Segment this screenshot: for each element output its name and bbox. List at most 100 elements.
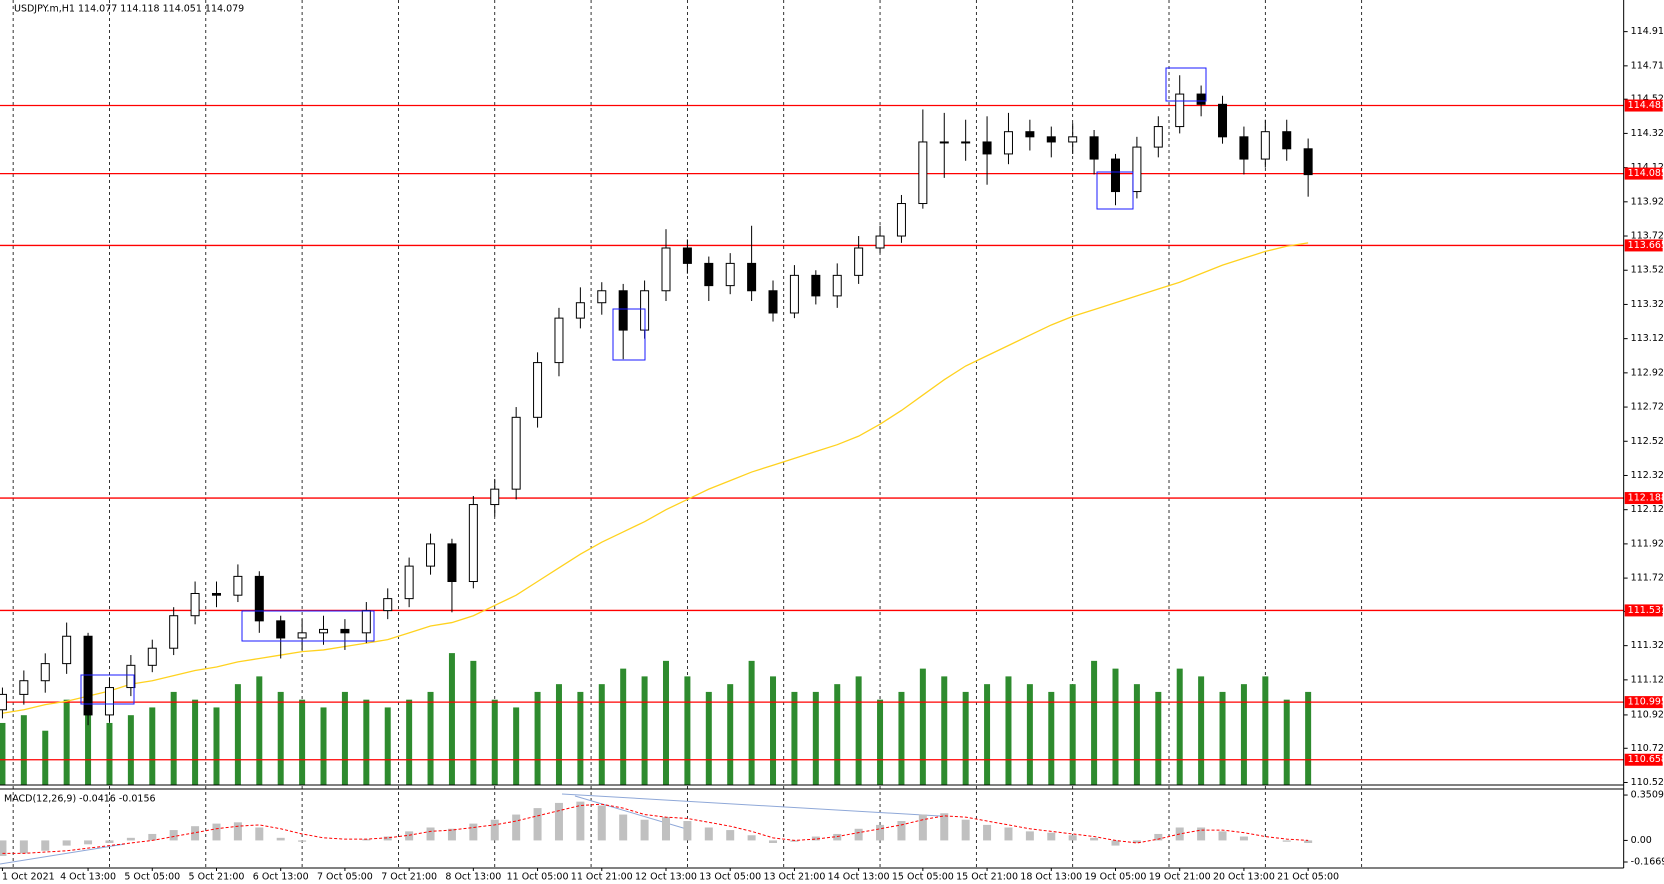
candle-body <box>725 262 735 287</box>
macd-title: MACD(12,26,9) -0.0416 -0.0156 <box>4 794 156 805</box>
macd-bar <box>940 813 949 841</box>
macd-bar <box>619 814 628 841</box>
macd-bar <box>640 819 649 841</box>
candle-body <box>554 317 564 364</box>
y-tick-label: 112.520 <box>1631 436 1664 447</box>
macd-layer <box>0 801 1313 856</box>
x-tick-label: 13 Oct 21:00 <box>763 872 825 883</box>
macd-bar <box>704 827 713 841</box>
macd-bar <box>1068 835 1077 841</box>
candle-body <box>1239 136 1249 160</box>
candle-body <box>490 488 500 506</box>
annotation-box <box>80 674 135 705</box>
annotation-box <box>612 308 646 361</box>
candle-body <box>789 274 799 314</box>
volume-bar <box>1262 676 1269 786</box>
volume-bar <box>727 684 734 786</box>
volume-bar <box>1283 699 1290 786</box>
macd-bar <box>1239 836 1248 841</box>
volume-bar <box>192 699 199 786</box>
macd-bar <box>983 824 992 841</box>
level-label-bg <box>1624 492 1663 505</box>
macd-bar <box>469 823 478 841</box>
y-tick-label: 110.725 <box>1631 743 1664 754</box>
macd-bar <box>961 819 970 841</box>
volume-bar <box>384 707 391 786</box>
moving-average <box>2 242 1309 714</box>
volume-bar <box>834 684 841 786</box>
macd-bar <box>298 840 307 842</box>
volume-bar <box>85 676 92 786</box>
volume-layer <box>0 653 1312 786</box>
x-tick-label: 15 Oct 21:00 <box>956 872 1018 883</box>
level-label: 110.995 <box>1628 697 1664 708</box>
x-tick-label: 11 Oct 05:00 <box>507 872 569 883</box>
x-tick-label: 13 Oct 05:00 <box>699 872 761 883</box>
x-tick-label: 7 Oct 05:00 <box>317 872 373 883</box>
candle-body <box>83 635 93 716</box>
macd-bar <box>576 801 585 841</box>
candle-body <box>276 620 286 639</box>
macd-bar <box>1090 837 1099 841</box>
macd-bar <box>1004 827 1013 841</box>
volume-bar <box>941 676 948 786</box>
volume-bar <box>0 722 6 786</box>
candle-body <box>682 247 692 264</box>
x-tick-label: 19 Oct 21:00 <box>1149 872 1211 883</box>
x-tick-label: 14 Oct 13:00 <box>828 872 890 883</box>
volume-bar <box>299 699 306 786</box>
macd-bar <box>554 802 563 841</box>
candle-body <box>1196 93 1206 105</box>
volume-bar <box>320 707 327 786</box>
macd-bar <box>533 808 542 841</box>
macd-bar <box>62 840 71 846</box>
macd-bar <box>212 823 221 841</box>
candle-body <box>618 290 628 331</box>
volume-bar <box>598 684 605 786</box>
macd-bar <box>105 840 114 844</box>
candle-body <box>811 274 821 297</box>
candle-body <box>1110 158 1120 193</box>
y-tick-label: 113.720 <box>1631 231 1664 242</box>
macd-bar <box>1282 840 1291 842</box>
divergence-line <box>561 793 941 817</box>
candle-body <box>875 235 885 249</box>
candle-body <box>1282 131 1292 150</box>
candle-body <box>361 610 371 634</box>
volume-bar <box>491 699 498 786</box>
macd-bar <box>726 830 735 841</box>
candle-body <box>533 362 543 418</box>
volume-bar <box>641 676 648 786</box>
macd-bar <box>683 821 692 841</box>
candle-body <box>1003 131 1013 155</box>
candle-body <box>832 274 842 297</box>
volume-bar <box>1112 668 1119 786</box>
macd-bar <box>1025 831 1034 841</box>
candle-body <box>19 680 29 695</box>
macd-bar <box>383 836 392 841</box>
volume-bar <box>20 715 27 786</box>
candle-body <box>597 290 607 304</box>
macd-bar <box>447 828 456 841</box>
y-tick-label: 111.720 <box>1631 573 1664 584</box>
x-tick-label: 20 Oct 13:00 <box>1213 872 1275 883</box>
candle-body <box>661 247 671 292</box>
candle-body <box>383 598 393 612</box>
volume-bar <box>149 707 156 786</box>
level-label-bg <box>1624 99 1663 112</box>
y-tick-label: 111.325 <box>1631 640 1664 651</box>
macd-y-tick-label: -0.1669 <box>1631 857 1664 868</box>
volume-bar <box>748 660 755 786</box>
volume-bar <box>213 707 220 786</box>
macd-bar <box>597 805 606 841</box>
volume-bar <box>898 691 905 786</box>
candle-body <box>126 664 136 689</box>
volume-bar <box>770 676 777 786</box>
candle-body <box>340 628 350 634</box>
volume-bar <box>470 660 477 786</box>
volume-bar <box>341 691 348 786</box>
macd-bar <box>1111 840 1120 846</box>
divergence-line <box>574 795 691 831</box>
annotation-box <box>1096 171 1134 210</box>
macd-bar <box>661 817 670 841</box>
